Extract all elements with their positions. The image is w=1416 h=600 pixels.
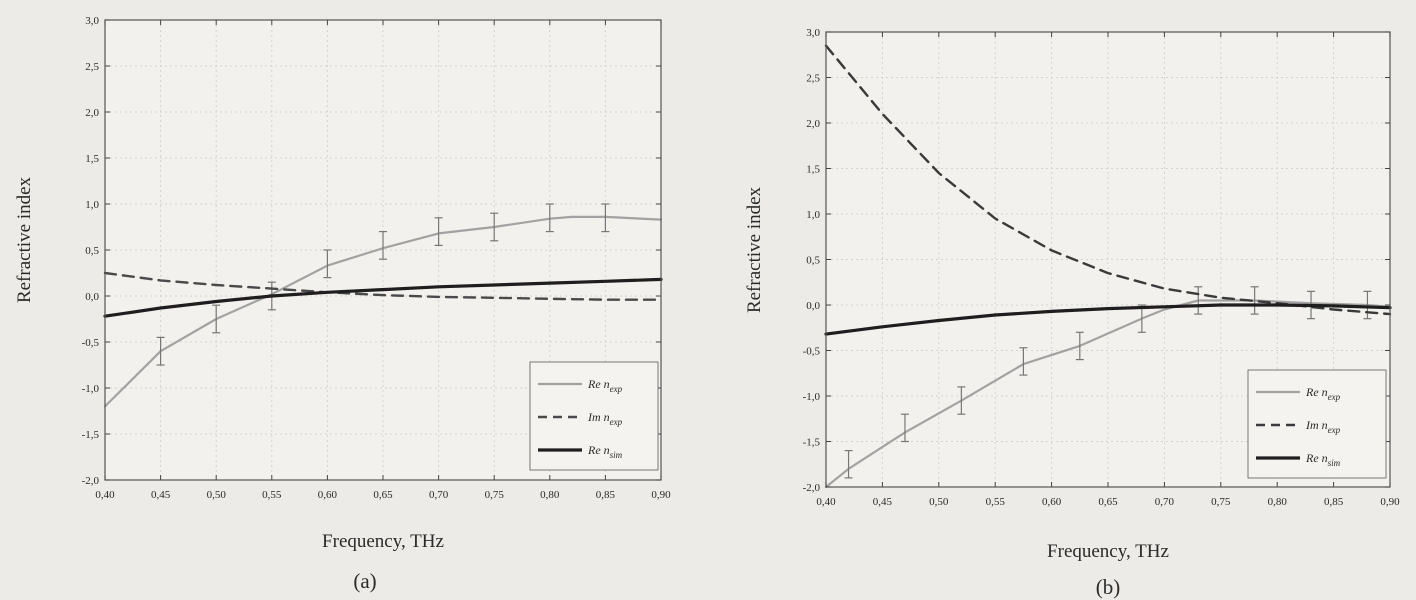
error-bar: [957, 386, 966, 415]
legend-box: [529, 361, 659, 471]
x-tick-label: 0,45: [151, 489, 171, 501]
error-bar: [601, 203, 610, 233]
x-tick-label: 0,40: [816, 496, 836, 508]
y-tick-label: -0,5: [82, 337, 100, 349]
x-tick-label: 0,70: [429, 489, 449, 501]
error-bar: [379, 231, 387, 260]
y-axis-label: Refractive index: [14, 176, 35, 303]
panel-label: (a): [353, 569, 376, 593]
y-tick-label: 0,5: [806, 255, 820, 267]
error-bar: [323, 249, 332, 279]
error-bar: [545, 203, 554, 233]
y-tick-label: -2,0: [82, 475, 100, 487]
x-tick-label: 0,55: [262, 489, 282, 501]
x-tick-label: 0,50: [929, 496, 949, 508]
x-tick-label: 0,80: [1268, 496, 1288, 508]
y-tick-label: 2,5: [806, 73, 820, 85]
panel-b-chart: 0,40 0,45 0,50 0,55 0,60 0,65 0,70 0,75 0,80 0,85…: [744, 27, 1400, 599]
y-tick-label: -1,0: [803, 391, 821, 403]
error-bar: [844, 450, 853, 479]
x-tick-label: 0,65: [1098, 496, 1118, 508]
x-tick-label: 0,55: [986, 496, 1006, 508]
y-tick-label: -2,0: [803, 482, 821, 494]
error-bar: [1019, 347, 1028, 376]
x-tick-label: 0,75: [485, 489, 505, 501]
series-line-im-n_exp: [103, 271, 663, 301]
y-tick-label: 2,0: [806, 118, 820, 130]
y-tick-label: 2,5: [85, 61, 99, 73]
x-axis-label: Frequency, THz: [322, 531, 444, 552]
x-tick-label: 0,60: [1042, 496, 1062, 508]
y-tick-label: 0,0: [806, 300, 820, 312]
x-tick-label: 0,50: [207, 489, 227, 501]
x-tick-label: 0,90: [1380, 496, 1400, 508]
y-tick-label: 2,0: [85, 107, 99, 119]
y-tick-label: -1,0: [82, 383, 100, 395]
error-bar: [1363, 290, 1372, 320]
y-axis-label: Refractive index: [744, 186, 765, 313]
error-bar: [212, 304, 221, 334]
x-tick-label: 0,70: [1155, 496, 1175, 508]
x-tick-label: 0,60: [318, 489, 338, 501]
x-tick-label: 0,85: [596, 489, 616, 501]
y-tick-label: 1,5: [85, 153, 99, 165]
x-axis-label: Frequency, THz: [1047, 541, 1169, 562]
x-tick-label: 0,85: [1324, 496, 1344, 508]
error-bar: [156, 336, 165, 366]
error-bar: [1250, 286, 1259, 315]
y-tick-label: 1,5: [806, 164, 820, 176]
series-line-re-n_exp: [103, 215, 663, 408]
y-tick-label: 1,0: [806, 209, 820, 221]
x-tick-label: 0,40: [95, 489, 115, 501]
y-tick-label: 0,0: [85, 291, 99, 303]
error-bar: [434, 217, 443, 246]
panel-label: (b): [1096, 575, 1121, 599]
y-tick-label: 3,0: [85, 15, 99, 27]
error-bar: [900, 413, 909, 443]
x-tick-label: 0,75: [1211, 496, 1231, 508]
y-tick-label: -1,5: [803, 437, 821, 449]
y-tick-label: 1,0: [85, 199, 99, 211]
y-tick-label: 3,0: [806, 27, 820, 39]
panel-a-chart: 0,40 0,45 0,50 0,55 0,60 0,65 0,70 0,75 0,80 0,85…: [14, 15, 671, 593]
error-bar: [490, 212, 499, 242]
x-tick-label: 0,45: [873, 496, 893, 508]
series-line-re-n_sim: [103, 277, 663, 318]
y-tick-label: -1,5: [82, 429, 100, 441]
x-tick-label: 0,65: [373, 489, 393, 501]
x-tick-label: 0,80: [540, 489, 560, 501]
y-tick-label: -0,5: [803, 346, 821, 358]
y-tick-label: 0,5: [85, 245, 99, 257]
error-bar: [1075, 331, 1084, 361]
x-tick-label: 0,90: [651, 489, 671, 501]
error-bar: [1137, 304, 1146, 333]
error-bar: [1194, 286, 1203, 315]
series-line-re-n_sim: [824, 303, 1392, 336]
